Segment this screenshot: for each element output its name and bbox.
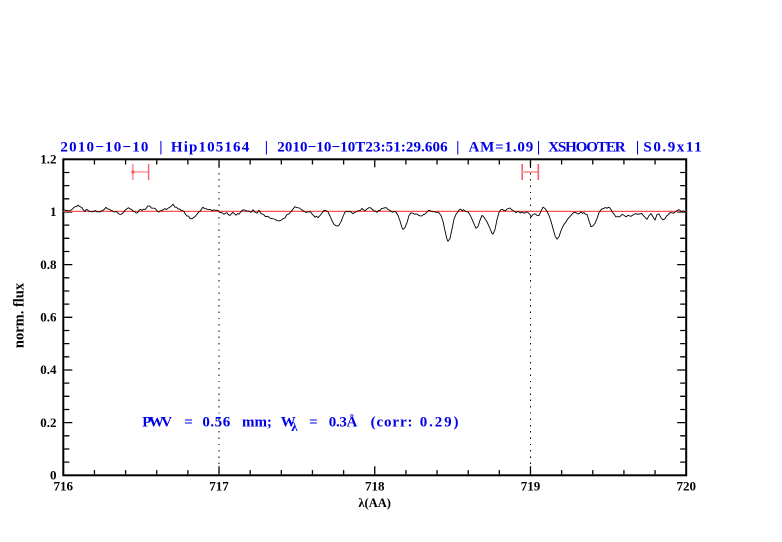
svg-text:λ(AA): λ(AA) — [358, 496, 391, 510]
svg-text:0.6: 0.6 — [40, 310, 57, 325]
svg-text:719: 719 — [521, 479, 541, 494]
svg-text:norm. flux: norm. flux — [12, 282, 28, 348]
svg-text:718: 718 — [365, 479, 385, 494]
svg-text:2010−10−10|Hip105164|2010−10−1: 2010−10−10 | Hip105164 | 2010−10−10T23:51:29… — [60, 139, 701, 155]
svg-text:720: 720 — [676, 479, 696, 494]
svg-text:0.2: 0.2 — [40, 415, 56, 430]
svg-text:0: 0 — [50, 468, 57, 483]
svg-text:717: 717 — [209, 479, 229, 494]
svg-text:0.4: 0.4 — [40, 362, 57, 377]
svg-text:716: 716 — [54, 479, 74, 494]
svg-text:1: 1 — [50, 204, 57, 219]
svg-text:0.8: 0.8 — [40, 257, 57, 272]
svg-text:1.2: 1.2 — [40, 152, 56, 167]
